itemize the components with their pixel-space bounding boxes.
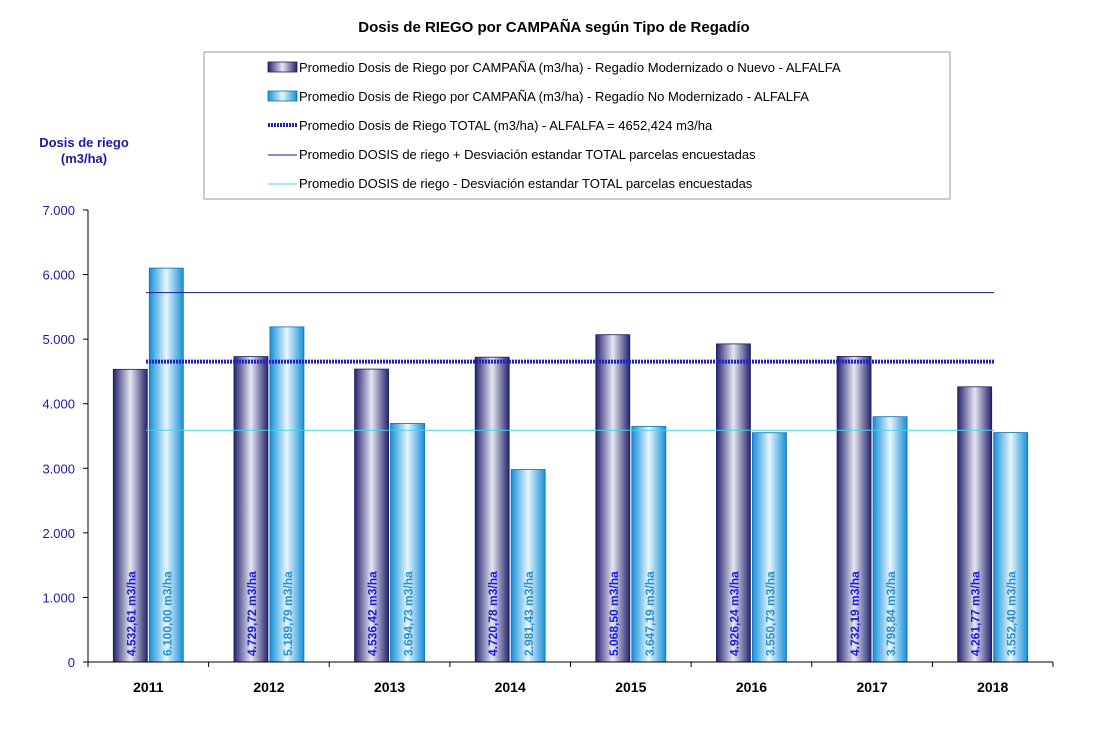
legend-entry-total-average: Promedio Dosis de Riego TOTAL (m3/ha) - … [268, 118, 713, 133]
bar-series-1 [836, 356, 872, 663]
data-label-series-2: 3.552,40 m3/ha [1005, 571, 1019, 656]
legend-label-total-average: Promedio Dosis de Riego TOTAL (m3/ha) - … [299, 118, 713, 133]
bar-series-1 [474, 356, 510, 663]
data-label-series-1: 4.261,77 m3/ha [969, 571, 983, 656]
legend-label-lower-deviation: Promedio DOSIS de riego - Desviación est… [299, 176, 753, 191]
legend-entry-lower-deviation: Promedio DOSIS de riego - Desviación est… [268, 176, 753, 191]
bar-series-1 [716, 343, 751, 663]
legend-entry-series-2: Promedio Dosis de Riego por CAMPAÑA (m3/… [267, 89, 809, 104]
data-label-series-2: 6.100,00 m3/ha [160, 571, 174, 656]
x-tick-label: 2011 [133, 679, 164, 695]
x-tick-label: 2016 [736, 679, 767, 695]
bar-series-1 [957, 386, 993, 663]
data-label-series-1: 4.532,61 m3/ha [124, 571, 138, 656]
legend-label-upper-deviation: Promedio DOSIS de riego + Desviación est… [299, 147, 756, 162]
legend-entry-upper-deviation: Promedio DOSIS de riego + Desviación est… [268, 147, 756, 162]
legend-label-series-1: Promedio Dosis de Riego por CAMPAÑA (m3/… [299, 60, 841, 75]
legend-box [203, 51, 951, 200]
data-label-series-2: 3.647,19 m3/ha [643, 571, 657, 656]
bar-series-2 [993, 432, 1029, 663]
data-label-series-1: 4.732,19 m3/ha [848, 571, 862, 656]
x-tick-label: 2017 [856, 679, 887, 695]
y-axis-label-line2: (m3/ha) [61, 151, 107, 166]
data-label-series-1: 5.068,50 m3/ha [607, 571, 621, 656]
legend-label-series-2: Promedio Dosis de Riego por CAMPAÑA (m3/… [299, 89, 809, 104]
data-label-series-1: 4.720,78 m3/ha [486, 571, 500, 656]
bar-series-1 [112, 368, 148, 663]
x-tick-label: 2015 [615, 679, 646, 695]
bar-series-2 [631, 426, 667, 663]
bar-series-2 [148, 267, 184, 663]
x-tick-label: 2018 [977, 679, 1008, 695]
data-label-series-1: 4.926,24 m3/ha [727, 571, 741, 656]
y-tick-label: 1.000 [42, 590, 75, 605]
x-tick-label: 2013 [374, 679, 405, 695]
data-label-series-2: 3.694,73 m3/ha [402, 571, 416, 656]
bar-series-2 [752, 432, 787, 663]
x-tick-label: 2012 [253, 679, 284, 695]
data-label-series-1: 4.729,72 m3/ha [245, 571, 259, 656]
y-tick-label: 7.000 [42, 203, 75, 218]
bar-series-2 [872, 416, 908, 663]
y-tick-label: 6.000 [42, 268, 75, 283]
x-tick-label: 2014 [495, 679, 526, 695]
y-tick-label: 2.000 [42, 526, 75, 541]
y-tick-label: 3.000 [42, 461, 75, 476]
data-label-series-2: 3.798,84 m3/ha [884, 571, 898, 656]
legend-swatch-series-2 [267, 90, 298, 102]
y-tick-label: 4.000 [42, 397, 75, 412]
y-tick-label: 0 [68, 655, 75, 670]
data-label-series-2: 5.189,79 m3/ha [281, 571, 295, 656]
legend-entry-series-1: Promedio Dosis de Riego por CAMPAÑA (m3/… [267, 60, 841, 75]
y-tick-label: 5.000 [42, 332, 75, 347]
bar-series-1 [595, 334, 631, 663]
chart-title: Dosis de RIEGO por CAMPAÑA según Tipo de… [358, 18, 749, 36]
legend-swatch-series-1 [267, 61, 298, 73]
data-label-series-2: 3.550,73 m3/ha [763, 571, 777, 656]
plot-area: 0 1.000 2.000 3.000 4.000 5.000 6.000 7.000 2011… [42, 203, 1054, 695]
data-label-series-2: 2.981,43 m3/ha [522, 571, 536, 656]
y-axis-label-line1: Dosis de riego [39, 135, 129, 150]
legend: Promedio Dosis de Riego por CAMPAÑA (m3/… [203, 51, 951, 200]
data-label-series-1: 4.536,42 m3/ha [366, 571, 380, 656]
